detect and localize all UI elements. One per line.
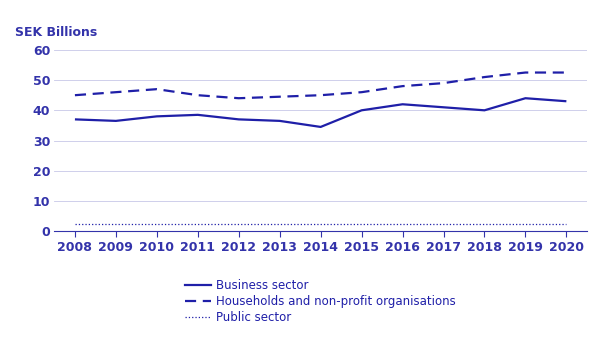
Line: Households and non-profit organisations: Households and non-profit organisations — [75, 72, 566, 98]
Public sector — [317, 222, 324, 226]
Public sector — [194, 222, 201, 226]
Business sector — [276, 119, 283, 123]
Public sector — [113, 222, 120, 226]
Business sector — [317, 125, 324, 129]
Public sector — [440, 222, 447, 226]
Households and non-profit organisations — [481, 75, 488, 79]
Public sector — [153, 222, 160, 226]
Households and non-profit organisations — [276, 95, 283, 99]
Households and non-profit organisations — [358, 90, 365, 94]
Households and non-profit organisations — [71, 93, 79, 97]
Households and non-profit organisations — [317, 93, 324, 97]
Public sector — [522, 222, 529, 226]
Public sector — [563, 222, 570, 226]
Public sector — [399, 222, 406, 226]
Business sector — [522, 96, 529, 100]
Text: SEK Billions: SEK Billions — [15, 26, 97, 38]
Public sector — [358, 222, 365, 226]
Business sector — [113, 119, 120, 123]
Business sector — [153, 114, 160, 118]
Business sector — [399, 102, 406, 106]
Legend: Business sector, Households and non-profit organisations, Public sector: Business sector, Households and non-prof… — [185, 279, 456, 324]
Households and non-profit organisations — [399, 84, 406, 88]
Households and non-profit organisations — [522, 70, 529, 74]
Households and non-profit organisations — [440, 81, 447, 85]
Public sector — [276, 222, 283, 226]
Public sector — [71, 222, 79, 226]
Business sector — [194, 113, 201, 117]
Households and non-profit organisations — [194, 93, 201, 97]
Business sector — [481, 108, 488, 112]
Households and non-profit organisations — [235, 96, 243, 100]
Business sector — [358, 108, 365, 112]
Line: Business sector: Business sector — [75, 98, 566, 127]
Business sector — [235, 117, 243, 121]
Business sector — [71, 117, 79, 121]
Public sector — [481, 222, 488, 226]
Public sector — [235, 222, 243, 226]
Households and non-profit organisations — [563, 70, 570, 74]
Business sector — [440, 105, 447, 109]
Business sector — [563, 99, 570, 103]
Households and non-profit organisations — [113, 90, 120, 94]
Households and non-profit organisations — [153, 87, 160, 91]
